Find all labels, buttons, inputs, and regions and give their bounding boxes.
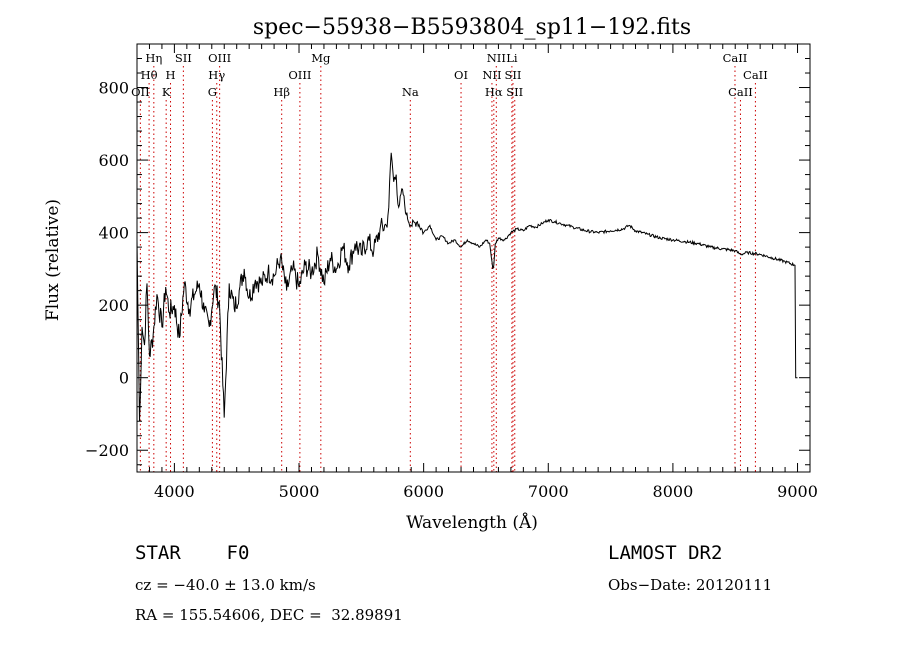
plot-frame xyxy=(136,43,811,473)
line-label-1: Hθ xyxy=(141,68,158,82)
line-label-5: K xyxy=(162,85,171,99)
line-label-18: Hα xyxy=(485,85,503,99)
y-tick-label: 400 xyxy=(98,224,129,243)
redshift-text: cz = −40.0 ± 13.0 km/s xyxy=(135,576,316,594)
x-tick-label: 4000 xyxy=(154,482,195,501)
y-tick-label: 200 xyxy=(98,296,129,315)
coordinates-text: RA = 155.54606, DEC = 32.89891 xyxy=(135,606,403,624)
y-tick-label: 0 xyxy=(119,369,129,388)
line-label-2: OII xyxy=(131,85,150,99)
line-label-4: H xyxy=(166,68,176,82)
plot-axes xyxy=(136,43,811,473)
line-label-15: Li xyxy=(506,51,518,65)
line-label-0: Hη xyxy=(145,51,162,65)
object-class: STAR F0 xyxy=(135,542,249,564)
line-label-8: G xyxy=(208,85,217,99)
line-label-6: OIII xyxy=(208,51,231,65)
line-label-19: SII xyxy=(506,85,523,99)
obs-date-text: Obs−Date: 20120111 xyxy=(608,576,772,594)
line-label-12: Na xyxy=(402,85,419,99)
x-tick-label: 6000 xyxy=(403,482,444,501)
line-label-3: SII xyxy=(175,51,192,65)
line-label-7: Hγ xyxy=(208,68,225,82)
line-label-16: NII xyxy=(482,68,501,82)
x-axis-title: Wavelength (Å) xyxy=(406,512,538,533)
axis-ticks: 4000 5000 6000 7000 8000 9000 −200 0 200 400 600 80… xyxy=(85,44,818,501)
line-label-10: OIII xyxy=(288,68,311,82)
line-label-9: Mg xyxy=(311,51,331,65)
y-tick-label: 800 xyxy=(98,79,129,98)
x-tick-label: 8000 xyxy=(653,482,694,501)
spectrum-line xyxy=(136,152,798,422)
y-axis-title: Flux (relative) xyxy=(43,199,63,321)
line-label-20: CaII xyxy=(723,51,748,65)
line-label-11: Hβ xyxy=(273,85,290,99)
line-label-22: CaII xyxy=(728,85,753,99)
y-tick-label: 600 xyxy=(98,151,129,170)
x-tick-label: 9000 xyxy=(777,482,818,501)
x-tick-label: 7000 xyxy=(528,482,569,501)
spectrum-series xyxy=(136,152,798,422)
line-label-21: CaII xyxy=(743,68,768,82)
line-label-13: OI xyxy=(454,68,468,82)
survey-name: LAMOST DR2 xyxy=(608,542,722,564)
y-tick-label: −200 xyxy=(85,441,129,460)
x-tick-label: 5000 xyxy=(279,482,320,501)
line-label-14: NII xyxy=(487,51,506,65)
line-label-17: SII xyxy=(505,68,522,82)
chart-title: spec−55938−B5593804_sp11−192.fits xyxy=(253,15,691,40)
